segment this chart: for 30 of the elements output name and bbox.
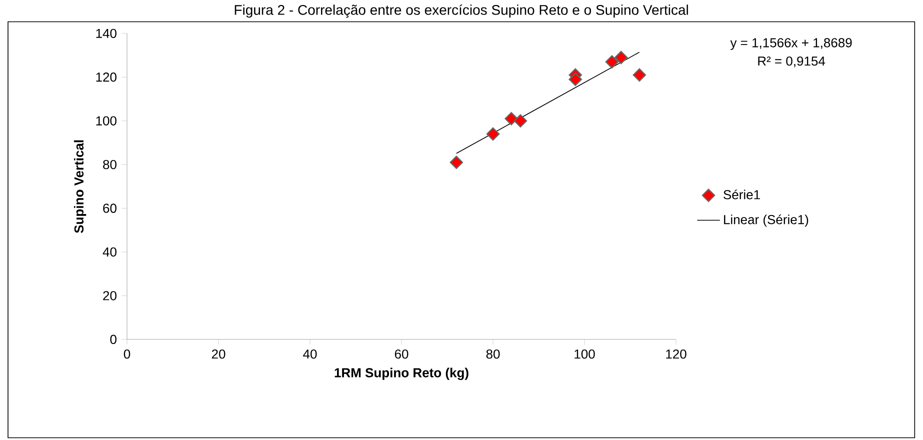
point [568,72,582,86]
y-tick-label: 120 [96,72,116,82]
x-tick-label: 0 [124,349,130,358]
x-tick-label: 60 [394,349,408,358]
y-axis-title: Supino Vertical [74,140,86,233]
point [504,112,518,126]
y-tick-label: 100 [96,116,116,126]
y-tick-label: 40 [102,247,116,256]
y-tick-label: 80 [103,160,116,169]
text: y = 1,1566x + 1,8689 [730,38,852,50]
point [514,114,528,128]
x-tick-label: 120 [666,349,686,358]
point [614,50,628,64]
legend-label: Série1 [724,189,760,200]
text: R² = 0,9154 [758,56,826,68]
x-tick-label: 20 [212,349,226,358]
point [632,68,646,82]
y-tick-label: 60 [103,203,116,213]
x-tick-label: 80 [486,349,500,358]
y-tick-label: 20 [103,290,116,300]
y-tick-label: 140 [96,28,116,38]
chart-title: Figura 2 - Correlação entre os exercícios Supino Reto e o Supino Vertical [234,4,688,18]
x-axis-title: 1RM Supino Reto (kg) [334,368,468,380]
point [605,54,619,68]
point [450,156,464,169]
x-tick-label: 100 [574,349,595,358]
legend-label: Linear (Série1) [724,214,808,227]
x-tick-label: 40 [303,349,317,358]
y-tick-label: 0 [110,334,116,344]
point [486,127,500,140]
